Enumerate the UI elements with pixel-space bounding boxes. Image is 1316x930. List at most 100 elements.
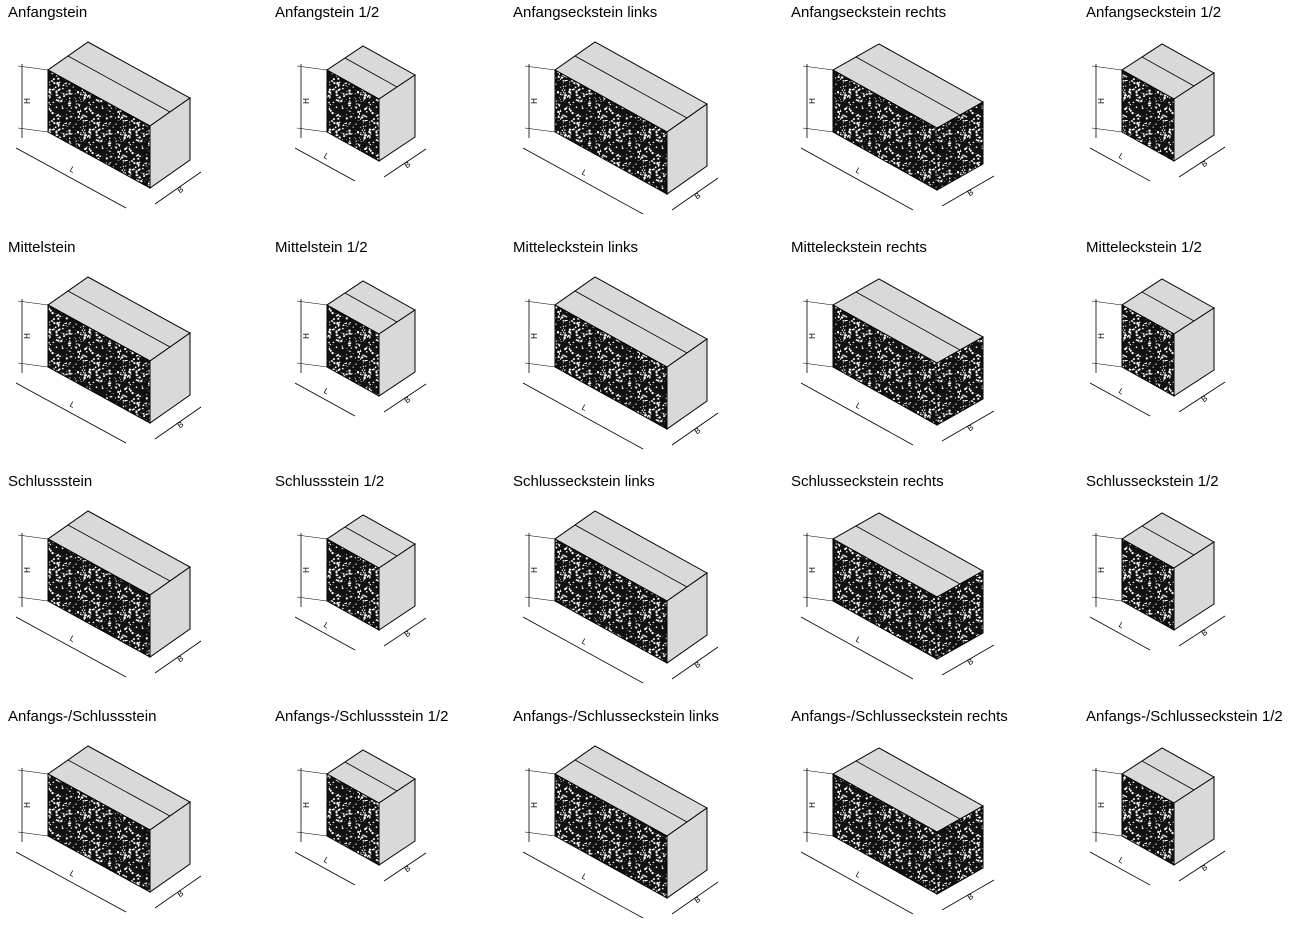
dim-label: H <box>808 98 817 104</box>
dim-label: L <box>580 872 589 882</box>
dim-label: L <box>1117 620 1126 630</box>
block-item: Anfangstein H L B <box>8 4 202 209</box>
block-item: Mitteleckstein rechts H L B <box>791 239 995 446</box>
dim-ext <box>802 534 834 540</box>
dim-label: H <box>1097 567 1106 573</box>
block-front <box>554 773 668 899</box>
dim-label: B <box>966 657 976 667</box>
dim-ext <box>296 534 328 540</box>
block-item: Schlusseckstein rechts H L B <box>791 473 995 680</box>
dim-line <box>294 147 356 182</box>
dim-ext <box>802 65 834 71</box>
dim-line <box>383 383 427 413</box>
dim-ext <box>802 596 834 602</box>
block-front <box>554 304 668 430</box>
dim-label: L <box>854 870 863 880</box>
dim-ext <box>17 596 49 602</box>
dim-line <box>154 875 202 909</box>
block-title: Schlusseckstein 1/2 <box>1086 473 1219 490</box>
groove <box>855 291 961 351</box>
dim-ext <box>802 362 834 368</box>
dim-label: H <box>23 98 32 104</box>
groove <box>1141 760 1195 791</box>
dim-ext <box>1091 300 1123 306</box>
block-front <box>47 773 151 893</box>
block-item: Anfangs-/Schlusseckstein 1/2 H L B <box>1086 708 1283 886</box>
dim-line <box>1178 146 1226 178</box>
dim-line <box>941 410 995 442</box>
dim-label: H <box>23 333 32 339</box>
dim-label: L <box>1117 855 1126 865</box>
block-title: Anfangs-/Schlussstein <box>8 708 156 725</box>
dim-ext <box>524 300 556 306</box>
groove <box>855 56 961 116</box>
block-title: Anfangseckstein links <box>513 4 657 21</box>
dim-ext <box>1091 362 1123 368</box>
dim-ext <box>802 831 834 837</box>
block-title: Mitteleckstein 1/2 <box>1086 239 1202 256</box>
groove <box>344 57 398 88</box>
dim-label: L <box>854 635 863 645</box>
dim-label: L <box>322 620 331 630</box>
block-title: Anfangs-/Schlusseckstein links <box>513 708 719 725</box>
block-title: Anfangseckstein rechts <box>791 4 946 21</box>
dim-label: H <box>530 98 539 104</box>
dim-ext <box>1091 534 1123 540</box>
dim-line <box>15 382 127 444</box>
dim-line <box>15 616 127 678</box>
dim-label: H <box>530 567 539 573</box>
block-item: Schlusseckstein links H L B <box>513 473 719 684</box>
block-item: Anfangs-/Schlusseckstein links H L B <box>513 708 719 919</box>
block-item: Anfangs-/Schlussstein H L B <box>8 708 202 913</box>
dim-label: B <box>403 160 413 170</box>
dim-label: B <box>176 420 186 430</box>
dim-line <box>522 616 644 684</box>
dim-label: B <box>176 185 186 195</box>
block-front <box>326 69 380 162</box>
dim-line <box>154 640 202 674</box>
block-title: Anfangseckstein 1/2 <box>1086 4 1221 21</box>
block-front <box>47 69 151 189</box>
dim-label: L <box>580 637 589 647</box>
dim-ext <box>17 127 49 133</box>
block-front <box>1121 69 1175 162</box>
block-item: Mitteleckstein links H L B <box>513 239 719 450</box>
groove <box>574 759 688 823</box>
dim-line <box>383 852 427 882</box>
dim-label: B <box>1200 863 1210 873</box>
dim-ext <box>296 362 328 368</box>
dim-label: H <box>808 802 817 808</box>
groove <box>67 759 171 817</box>
groove <box>1141 291 1195 322</box>
dim-ext <box>1091 596 1123 602</box>
dim-ext <box>296 127 328 133</box>
dim-line <box>1178 381 1226 413</box>
block-front <box>1121 538 1175 631</box>
dim-ext <box>524 534 556 540</box>
dim-label: B <box>403 864 413 874</box>
dim-label: B <box>693 426 703 436</box>
dim-ext <box>1091 127 1123 133</box>
block-title: Mittelstein 1/2 <box>275 239 368 256</box>
dim-ext <box>17 831 49 837</box>
dim-label: B <box>1200 159 1210 169</box>
block-front <box>326 538 380 631</box>
dim-label: H <box>23 567 32 573</box>
dim-ext <box>802 300 834 306</box>
dim-label: B <box>403 629 413 639</box>
groove <box>855 525 961 585</box>
dim-line <box>1089 382 1151 417</box>
dim-line <box>1178 615 1226 647</box>
dim-label: L <box>1117 386 1126 396</box>
dim-ext <box>296 65 328 71</box>
block-front <box>832 538 938 660</box>
dim-label: B <box>1200 628 1210 638</box>
block-title: Anfangstein 1/2 <box>275 4 379 21</box>
block-front <box>1121 304 1175 397</box>
block-title: Schlusseckstein rechts <box>791 473 944 490</box>
dim-label: B <box>176 654 186 664</box>
dim-ext <box>802 769 834 775</box>
dim-line <box>154 171 202 205</box>
block-item: Anfangs-/Schlusseckstein rechts H L B <box>791 708 1008 915</box>
dim-line <box>800 382 914 446</box>
